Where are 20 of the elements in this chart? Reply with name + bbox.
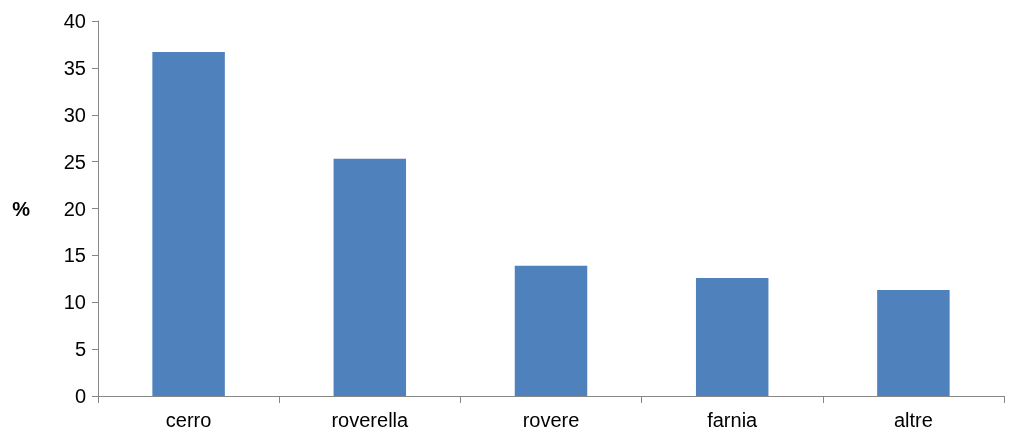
bar: [333, 158, 407, 396]
y-tick-label: 25: [63, 150, 86, 173]
x-tick-label: cerro: [165, 409, 212, 431]
bar: [514, 265, 588, 396]
bar: [877, 290, 950, 396]
x-tick-label: roverella: [331, 409, 410, 431]
x-tick-label: farnia: [707, 409, 759, 431]
y-tick-label: 15: [63, 244, 86, 267]
y-tick-label: 0: [74, 385, 86, 407]
x-tick-label: altre: [893, 409, 933, 431]
y-tick-label: 5: [74, 338, 86, 361]
y-axis-title: %: [12, 197, 31, 220]
y-tick-label: 30: [63, 103, 86, 126]
y-tick-label: 10: [63, 291, 86, 314]
y-tick-label: 40: [63, 10, 86, 32]
bar: [695, 277, 769, 396]
y-tick-label: 20: [63, 197, 86, 220]
y-tick-label: 35: [63, 56, 86, 79]
x-tick-label: rovere: [522, 409, 580, 431]
bar: [152, 51, 225, 396]
